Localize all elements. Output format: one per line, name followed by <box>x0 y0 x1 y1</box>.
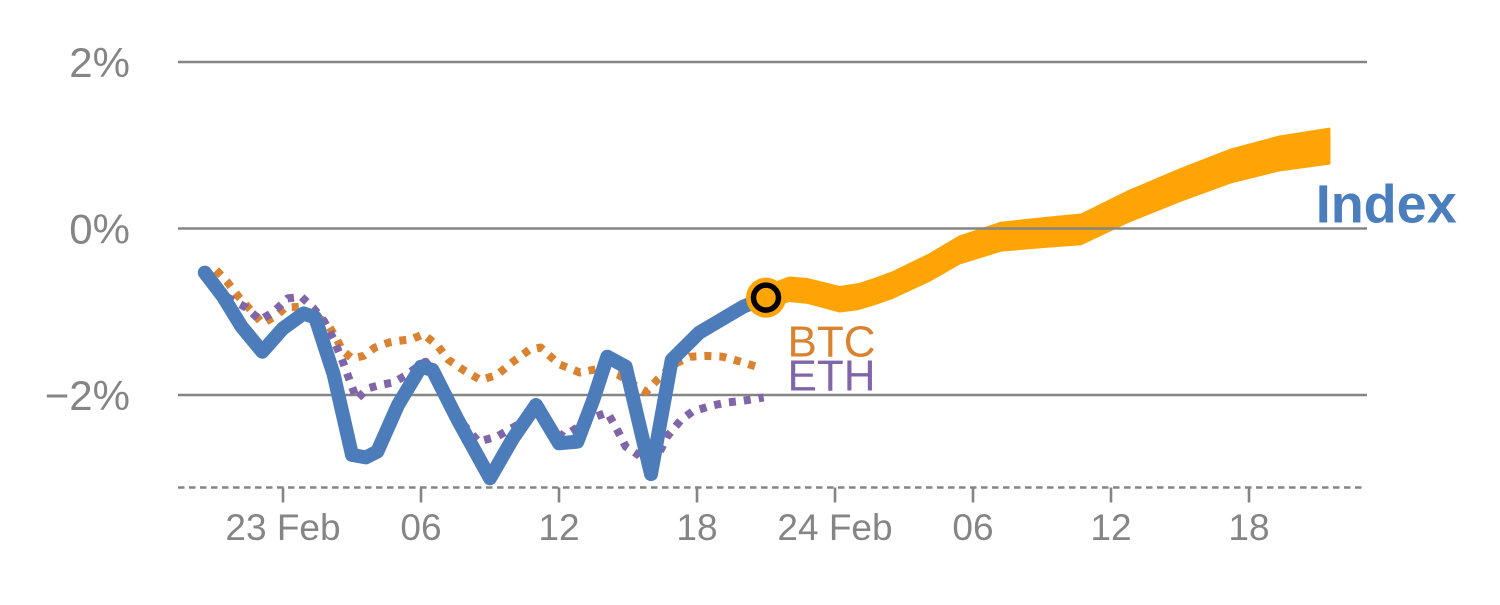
x-axis-tick-label: 18 <box>676 507 717 548</box>
index-line <box>197 265 773 486</box>
x-axis-tick-label: 12 <box>1090 507 1131 548</box>
eth-label: ETH <box>788 351 876 400</box>
x-axis-tick-label: 06 <box>400 507 441 548</box>
y-axis-tick-label: 0% <box>69 206 130 253</box>
x-axis-tick-label: 24 Feb <box>777 507 892 548</box>
y-axis-tick-label: −2% <box>45 372 130 419</box>
x-axis-tick-label: 23 Feb <box>225 507 340 548</box>
endpoint-marker-ring <box>750 282 782 313</box>
y-axis-tick-label: 2% <box>69 39 130 86</box>
x-axis-tick-label: 12 <box>538 507 579 548</box>
eth-line <box>212 286 765 474</box>
x-axis-tick-label: 18 <box>1228 507 1269 548</box>
btc-line <box>213 267 758 396</box>
index-label: Index <box>1316 174 1457 234</box>
index-forecast-band <box>765 127 1331 313</box>
x-axis-tick-label: 06 <box>952 507 993 548</box>
btc-label: BTC <box>788 317 876 366</box>
